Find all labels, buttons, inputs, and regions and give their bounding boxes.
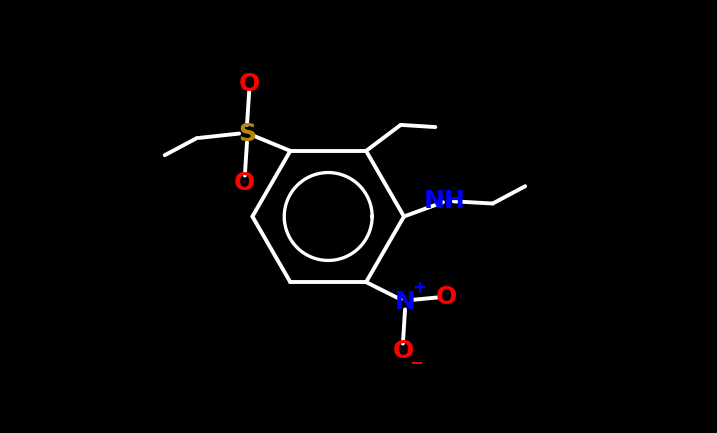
Text: O: O	[234, 171, 255, 195]
Text: NH: NH	[424, 189, 466, 213]
Text: O: O	[435, 285, 457, 309]
Text: +: +	[412, 279, 426, 297]
Text: O: O	[239, 72, 260, 96]
Text: −: −	[409, 353, 423, 371]
Text: O: O	[392, 339, 414, 363]
Text: N: N	[394, 290, 415, 313]
Text: S: S	[238, 122, 256, 145]
